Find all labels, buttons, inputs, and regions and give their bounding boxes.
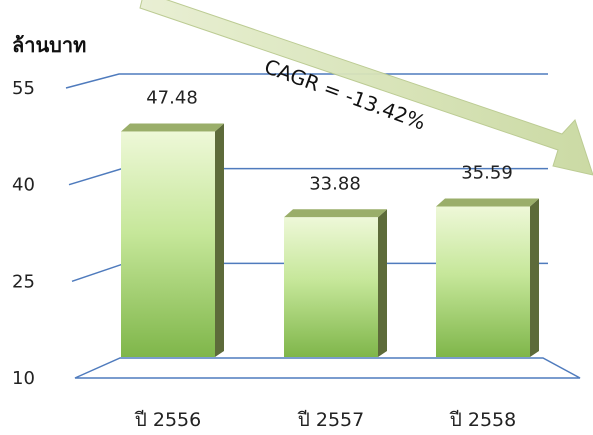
bar-top xyxy=(284,209,387,218)
y-tick-label: 40 xyxy=(12,175,35,196)
y-tick-label: 25 xyxy=(12,271,35,292)
cagr-arrow-shape xyxy=(139,0,593,176)
bar-3 xyxy=(436,198,539,357)
bar-top xyxy=(436,198,539,207)
category-label: ปี 2558 xyxy=(449,409,516,431)
data-label: 33.88 xyxy=(309,173,361,194)
y-axis-ticks: 10 25 40 55 xyxy=(12,78,35,389)
bar-1 xyxy=(121,123,224,357)
unit-label: ล้านบาท xyxy=(12,33,86,57)
bar-front xyxy=(121,131,215,357)
bar-2 xyxy=(284,209,387,357)
bars xyxy=(121,123,539,357)
floor-gridline xyxy=(74,357,581,379)
data-label: 47.48 xyxy=(146,87,198,108)
category-labels: ปี 2556 ปี 2557 ปี 2558 xyxy=(134,409,516,431)
bar-side xyxy=(378,209,387,357)
category-label: ปี 2557 xyxy=(297,409,364,431)
gridline xyxy=(65,73,548,89)
data-label: 35.59 xyxy=(461,162,513,183)
category-label: ปี 2556 xyxy=(134,409,201,431)
bar-side xyxy=(215,123,224,357)
bar-top xyxy=(121,123,224,132)
y-tick-label: 10 xyxy=(12,368,35,389)
bar-side xyxy=(530,198,539,357)
bar-front xyxy=(436,206,530,357)
bar-front xyxy=(284,217,378,357)
data-labels: 47.48 33.88 35.59 xyxy=(146,87,513,194)
y-tick-label: 55 xyxy=(12,78,35,99)
